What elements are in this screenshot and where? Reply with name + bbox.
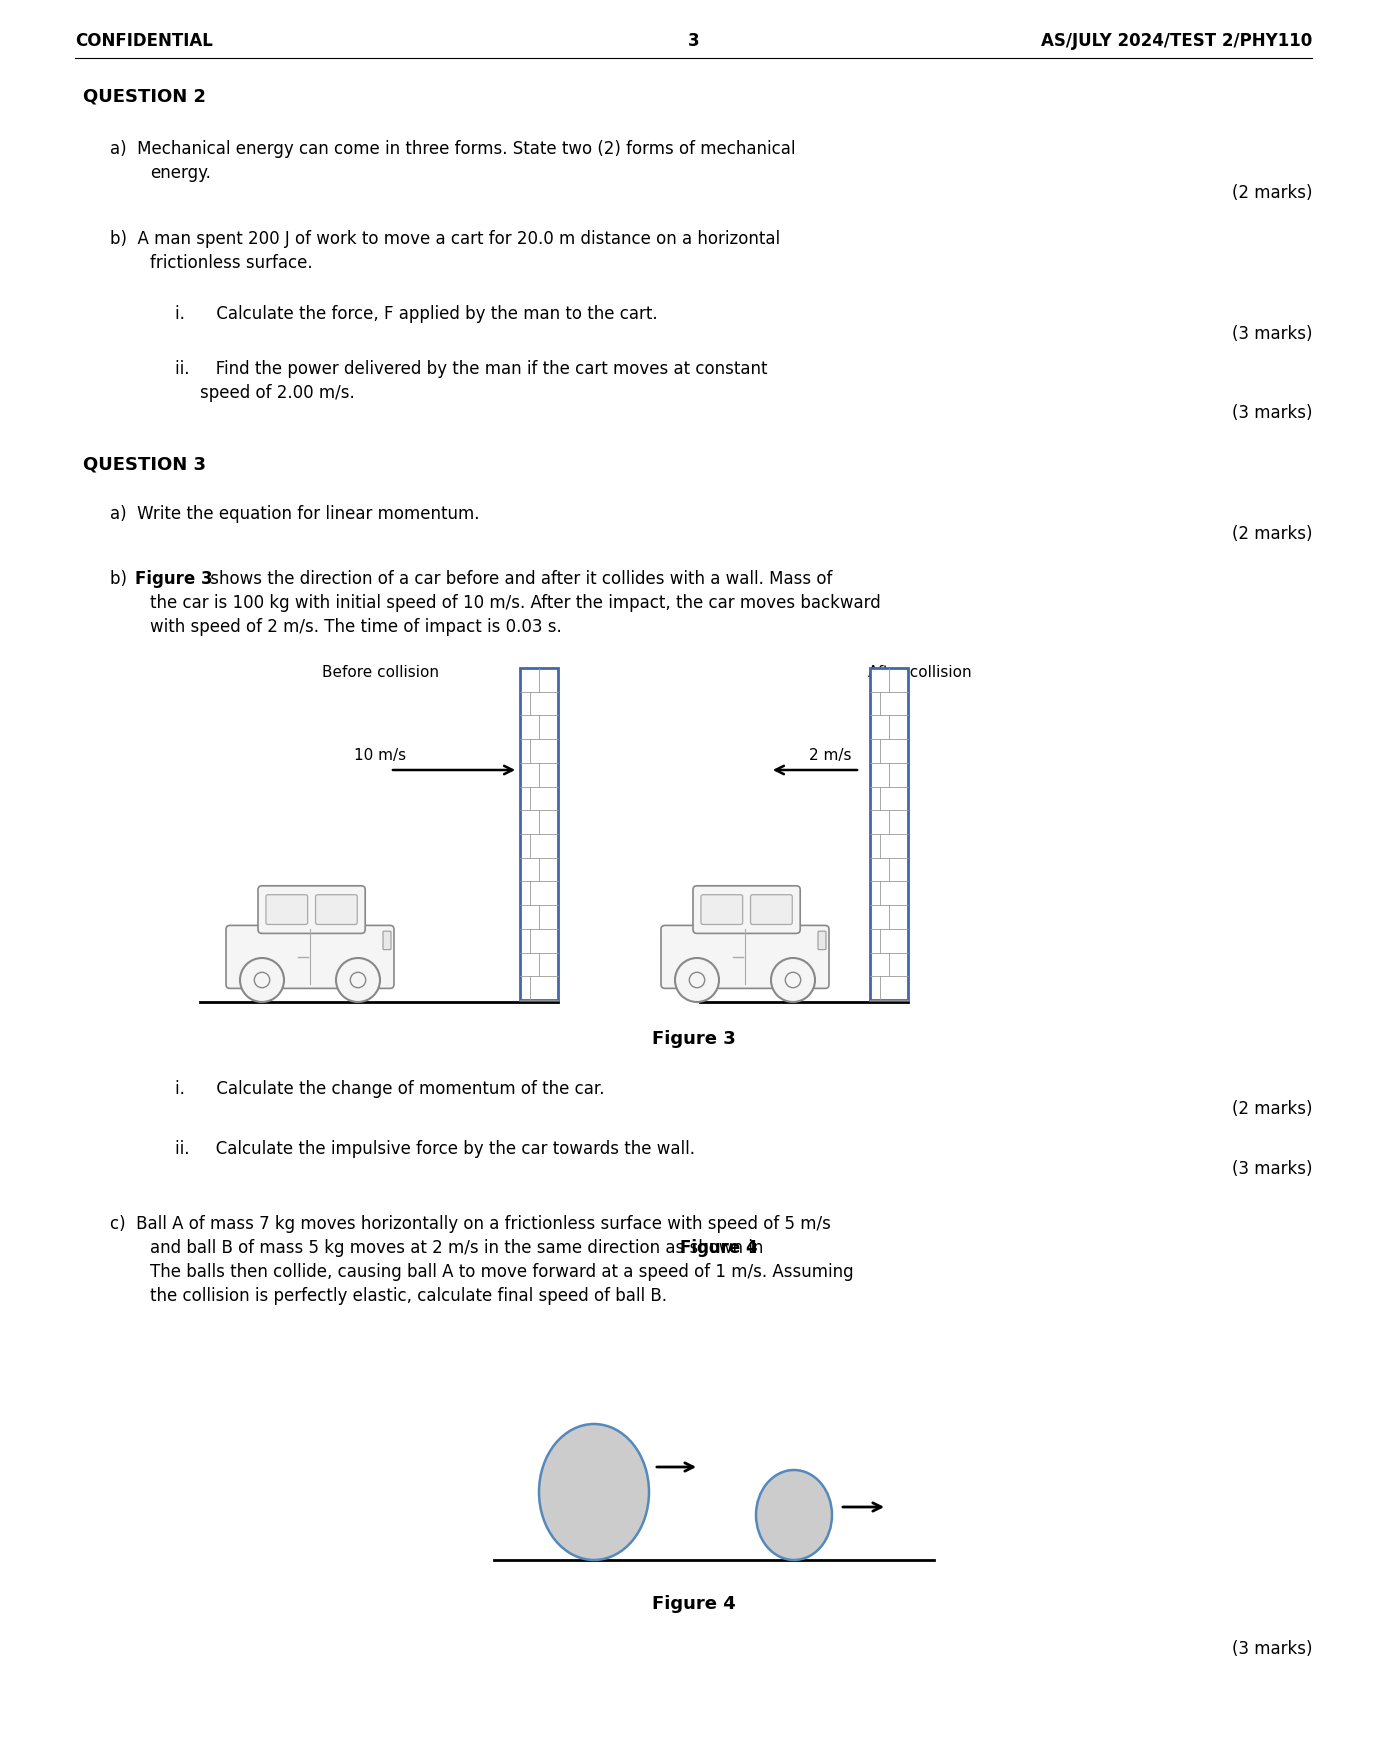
Ellipse shape — [540, 1424, 649, 1560]
Text: CONFIDENTIAL: CONFIDENTIAL — [75, 32, 212, 51]
FancyBboxPatch shape — [750, 895, 792, 925]
Text: i.      Calculate the change of momentum of the car.: i. Calculate the change of momentum of t… — [175, 1080, 605, 1098]
Text: frictionless surface.: frictionless surface. — [150, 254, 312, 271]
Circle shape — [351, 972, 366, 988]
Circle shape — [771, 958, 816, 1002]
FancyBboxPatch shape — [662, 925, 829, 988]
FancyBboxPatch shape — [818, 932, 827, 949]
Text: the car is 100 kg with initial speed of 10 m/s. After the impact, the car moves : the car is 100 kg with initial speed of … — [150, 594, 881, 613]
Text: b)  A man spent 200 J of work to move a cart for 20.0 m distance on a horizontal: b) A man spent 200 J of work to move a c… — [110, 229, 779, 249]
Text: QUESTION 2: QUESTION 2 — [83, 88, 207, 107]
Text: (3 marks): (3 marks) — [1232, 1159, 1312, 1178]
Text: AS/JULY 2024/TEST 2/PHY110: AS/JULY 2024/TEST 2/PHY110 — [1040, 32, 1312, 51]
FancyBboxPatch shape — [226, 925, 394, 988]
Text: shows the direction of a car before and after it collides with a wall. Mass of: shows the direction of a car before and … — [205, 571, 832, 588]
Text: (2 marks): (2 marks) — [1232, 525, 1312, 543]
Text: a)  Mechanical energy can come in three forms. State two (2) forms of mechanical: a) Mechanical energy can come in three f… — [110, 140, 796, 158]
Text: a)  Write the equation for linear momentum.: a) Write the equation for linear momentu… — [110, 504, 480, 524]
Circle shape — [240, 958, 284, 1002]
Circle shape — [675, 958, 718, 1002]
Text: The balls then collide, causing ball A to move forward at a speed of 1 m/s. Assu: The balls then collide, causing ball A t… — [150, 1262, 853, 1282]
Circle shape — [336, 958, 380, 1002]
Text: A: A — [588, 1490, 601, 1508]
Text: QUESTION 3: QUESTION 3 — [83, 455, 207, 473]
Text: (3 marks): (3 marks) — [1232, 404, 1312, 422]
Text: (3 marks): (3 marks) — [1232, 326, 1312, 343]
FancyBboxPatch shape — [694, 886, 800, 933]
Text: and ball B of mass 5 kg moves at 2 m/s in the same direction as shown in: and ball B of mass 5 kg moves at 2 m/s i… — [150, 1240, 768, 1257]
Bar — [870, 667, 908, 1000]
FancyBboxPatch shape — [383, 932, 391, 949]
Text: Before collision: Before collision — [322, 665, 438, 679]
Text: with speed of 2 m/s. The time of impact is 0.03 s.: with speed of 2 m/s. The time of impact … — [150, 618, 562, 636]
Text: .: . — [748, 1240, 753, 1257]
Text: 2 m/s: 2 m/s — [809, 748, 852, 763]
Circle shape — [689, 972, 705, 988]
Circle shape — [785, 972, 800, 988]
Text: i.      Calculate the force, F applied by the man to the cart.: i. Calculate the force, F applied by the… — [175, 305, 657, 322]
Text: After collision: After collision — [868, 665, 972, 679]
Text: the collision is perfectly elastic, calculate final speed of ball B.: the collision is perfectly elastic, calc… — [150, 1287, 667, 1304]
Text: ii.     Calculate the impulsive force by the car towards the wall.: ii. Calculate the impulsive force by the… — [175, 1140, 695, 1157]
Text: Figure 3: Figure 3 — [135, 571, 212, 588]
FancyBboxPatch shape — [258, 886, 365, 933]
Text: (2 marks): (2 marks) — [1232, 184, 1312, 201]
Text: c)  Ball A of mass 7 kg moves horizontally on a frictionless surface with speed : c) Ball A of mass 7 kg moves horizontall… — [110, 1215, 831, 1233]
Text: Figure 4: Figure 4 — [680, 1240, 757, 1257]
Text: energy.: energy. — [150, 165, 211, 182]
Text: B: B — [788, 1511, 800, 1529]
Text: Figure 4: Figure 4 — [652, 1595, 735, 1613]
FancyBboxPatch shape — [266, 895, 308, 925]
Text: (3 marks): (3 marks) — [1232, 1641, 1312, 1658]
Text: b): b) — [110, 571, 137, 588]
Text: Figure 3: Figure 3 — [652, 1030, 735, 1049]
FancyBboxPatch shape — [700, 895, 742, 925]
Bar — [520, 667, 558, 1000]
Text: 10 m/s: 10 m/s — [354, 748, 406, 763]
FancyBboxPatch shape — [316, 895, 358, 925]
Ellipse shape — [756, 1471, 832, 1560]
Text: ii.     Find the power delivered by the man if the cart moves at constant: ii. Find the power delivered by the man … — [175, 361, 767, 378]
Text: (2 marks): (2 marks) — [1232, 1100, 1312, 1117]
Circle shape — [254, 972, 269, 988]
Text: speed of 2.00 m/s.: speed of 2.00 m/s. — [200, 383, 355, 403]
Text: 3: 3 — [688, 32, 699, 51]
